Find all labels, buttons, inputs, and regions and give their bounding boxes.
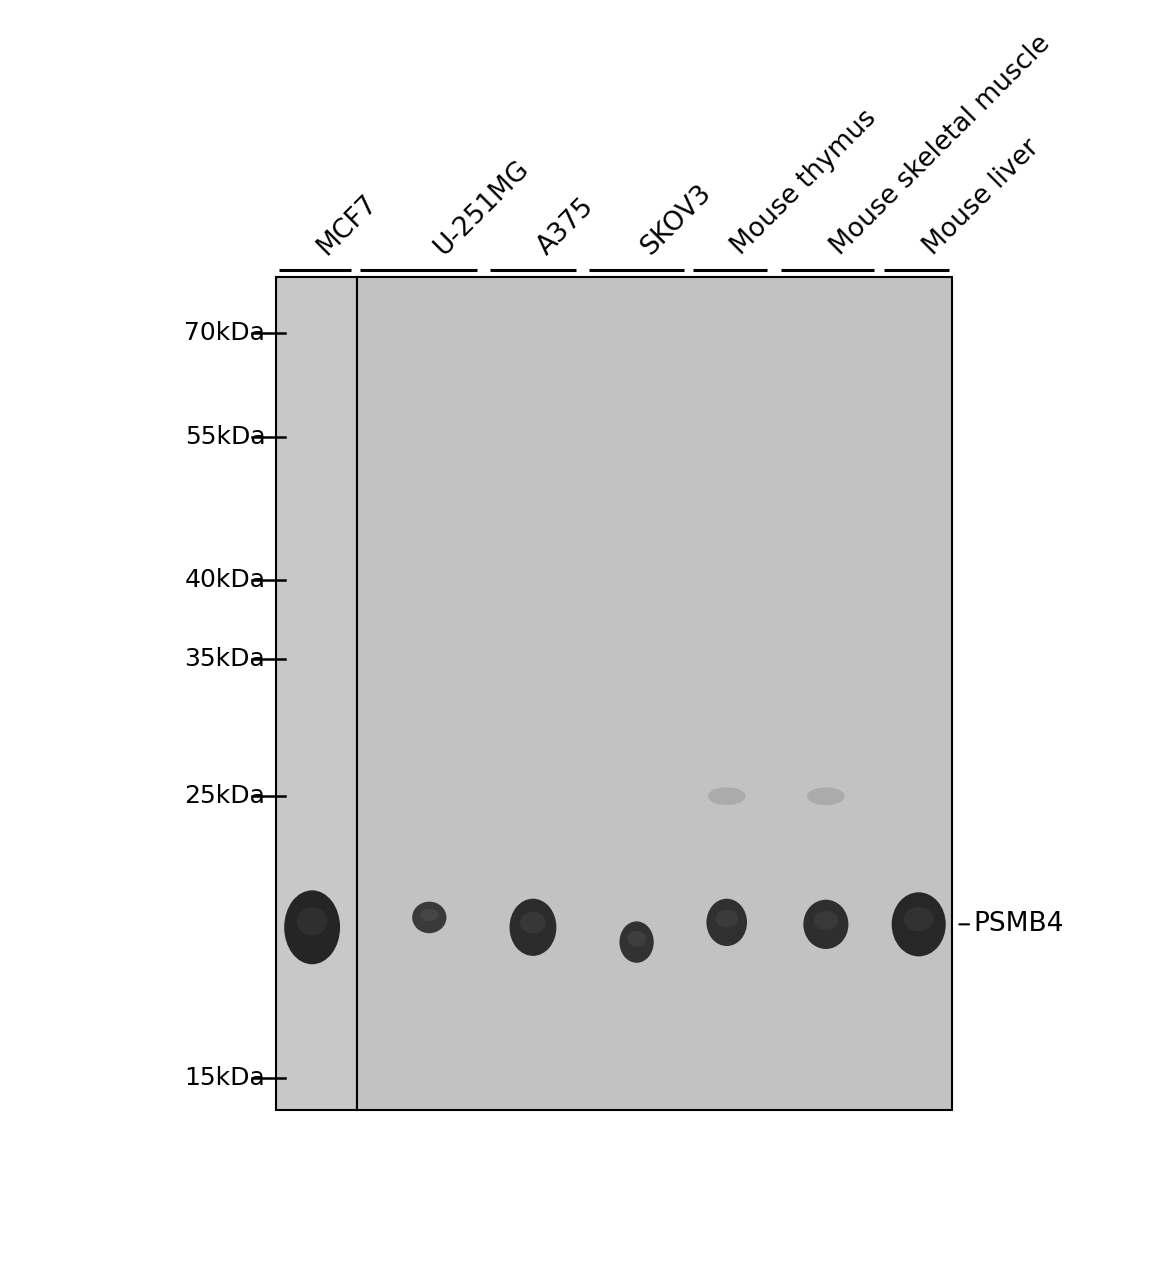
Text: PSMB4: PSMB4: [973, 911, 1064, 937]
Text: 70kDa: 70kDa: [185, 321, 265, 346]
Text: Mouse skeletal muscle: Mouse skeletal muscle: [826, 31, 1056, 260]
Ellipse shape: [284, 891, 340, 964]
Text: 55kDa: 55kDa: [185, 425, 265, 449]
Ellipse shape: [708, 787, 745, 805]
Bar: [357, 276, 952, 1110]
Ellipse shape: [807, 787, 844, 805]
Text: Mouse thymus: Mouse thymus: [727, 105, 882, 260]
Ellipse shape: [706, 899, 747, 946]
Ellipse shape: [412, 901, 447, 933]
Ellipse shape: [509, 899, 556, 956]
Text: MCF7: MCF7: [312, 189, 383, 260]
Ellipse shape: [420, 909, 438, 920]
Bar: [276, 276, 357, 1110]
Text: 15kDa: 15kDa: [185, 1066, 265, 1091]
Text: A375: A375: [533, 193, 600, 260]
Ellipse shape: [715, 910, 737, 928]
Ellipse shape: [892, 892, 946, 956]
Text: 35kDa: 35kDa: [185, 648, 265, 671]
Text: Mouse liver: Mouse liver: [919, 134, 1044, 260]
Ellipse shape: [520, 911, 545, 933]
Ellipse shape: [813, 911, 839, 929]
Text: U-251MG: U-251MG: [429, 155, 534, 260]
Ellipse shape: [904, 908, 934, 932]
Ellipse shape: [297, 908, 328, 936]
Ellipse shape: [804, 900, 849, 948]
Ellipse shape: [620, 922, 654, 963]
Ellipse shape: [627, 931, 645, 947]
Text: 40kDa: 40kDa: [184, 568, 265, 593]
Text: SKOV3: SKOV3: [636, 179, 716, 260]
Text: 25kDa: 25kDa: [185, 785, 265, 808]
